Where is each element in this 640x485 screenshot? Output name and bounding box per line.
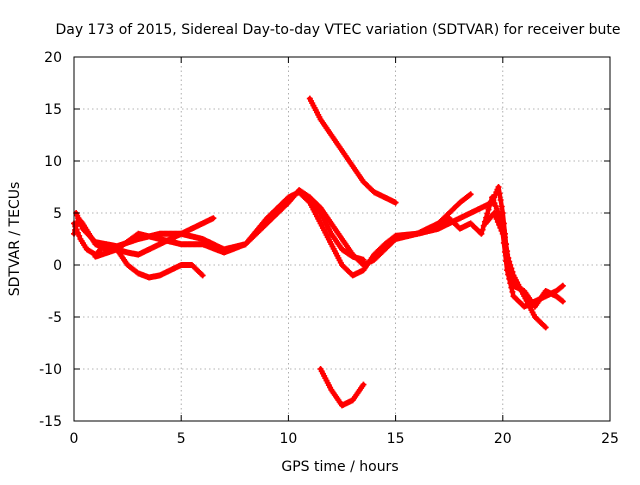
data-point-marker	[503, 258, 510, 265]
data-point-marker	[507, 280, 514, 287]
series-arc-late-high	[306, 191, 474, 268]
x-tick-label: 25	[601, 431, 619, 447]
data-point-marker	[76, 232, 83, 239]
data-point-marker	[541, 323, 548, 330]
data-point-marker	[491, 200, 498, 207]
data-point-marker	[505, 271, 512, 278]
data-point-marker	[558, 297, 565, 304]
data-point-marker	[559, 282, 566, 289]
y-tick-label: -15	[39, 414, 62, 430]
tick-layer: 0 5 10 15 20 25 -15 -10 -5 0 5 10 15 20	[39, 50, 619, 447]
data-point-marker	[508, 284, 515, 291]
data-point-marker	[466, 192, 473, 199]
data-point-marker	[501, 249, 508, 255]
data-point-marker	[479, 226, 486, 233]
data-point-marker	[496, 190, 503, 197]
data-point-marker	[210, 215, 217, 222]
series-arc-late-low	[414, 194, 566, 310]
data-point-marker	[495, 184, 502, 190]
y-axis-label: SDTVAR / TECUs	[7, 182, 23, 297]
x-axis-label: GPS time / hours	[281, 459, 398, 475]
chart-title: Day 173 of 2015, Sidereal Day-to-day VTE…	[55, 22, 620, 38]
y-tick-label: -10	[39, 362, 62, 378]
plot-frame	[73, 56, 611, 422]
data-point-marker	[490, 197, 497, 204]
series-arc-low-trough	[317, 366, 367, 409]
data-point-marker	[489, 194, 496, 201]
data-point-marker	[74, 229, 81, 236]
data-point-marker	[497, 197, 504, 203]
y-tick-label: 5	[53, 206, 62, 222]
y-tick-label: 15	[44, 102, 62, 118]
data-point-marker	[499, 230, 506, 237]
data-point-marker	[492, 203, 499, 210]
x-tick-label: 20	[494, 431, 512, 447]
data-point-marker	[504, 267, 511, 274]
y-tick-label: 20	[44, 50, 62, 66]
data-point-marker	[509, 288, 516, 295]
grid-layer	[74, 57, 610, 421]
data-point-marker	[478, 230, 485, 237]
data-point-marker	[360, 381, 367, 388]
x-tick-label: 15	[387, 431, 405, 447]
data-point-marker	[542, 324, 549, 331]
data-point-marker	[558, 283, 565, 290]
series-trace	[307, 96, 398, 205]
data-point-marker	[559, 298, 566, 305]
y-tick-label: -5	[48, 310, 62, 326]
data-point-marker	[467, 191, 474, 198]
data-layer	[71, 95, 566, 409]
data-point-marker	[72, 223, 79, 230]
data-point-marker	[198, 271, 205, 278]
series-arc-high-descending	[306, 95, 399, 206]
data-point-marker	[506, 275, 513, 282]
series-trace	[318, 366, 366, 408]
data-point-marker	[199, 272, 206, 279]
x-tick-label: 0	[70, 431, 79, 447]
data-point-marker	[498, 203, 505, 210]
data-point-marker	[392, 199, 399, 206]
y-tick-label: 0	[53, 258, 62, 274]
data-point-marker	[500, 239, 507, 246]
data-point-marker	[484, 210, 491, 217]
data-point-marker	[485, 206, 492, 213]
data-point-marker	[73, 226, 80, 233]
x-tick-label: 10	[279, 431, 297, 447]
series-arc-late-tail	[482, 210, 566, 310]
data-point-marker	[493, 205, 500, 212]
y-tick-label: 10	[44, 154, 62, 170]
data-point-marker	[486, 202, 493, 209]
x-tick-label: 5	[177, 431, 186, 447]
